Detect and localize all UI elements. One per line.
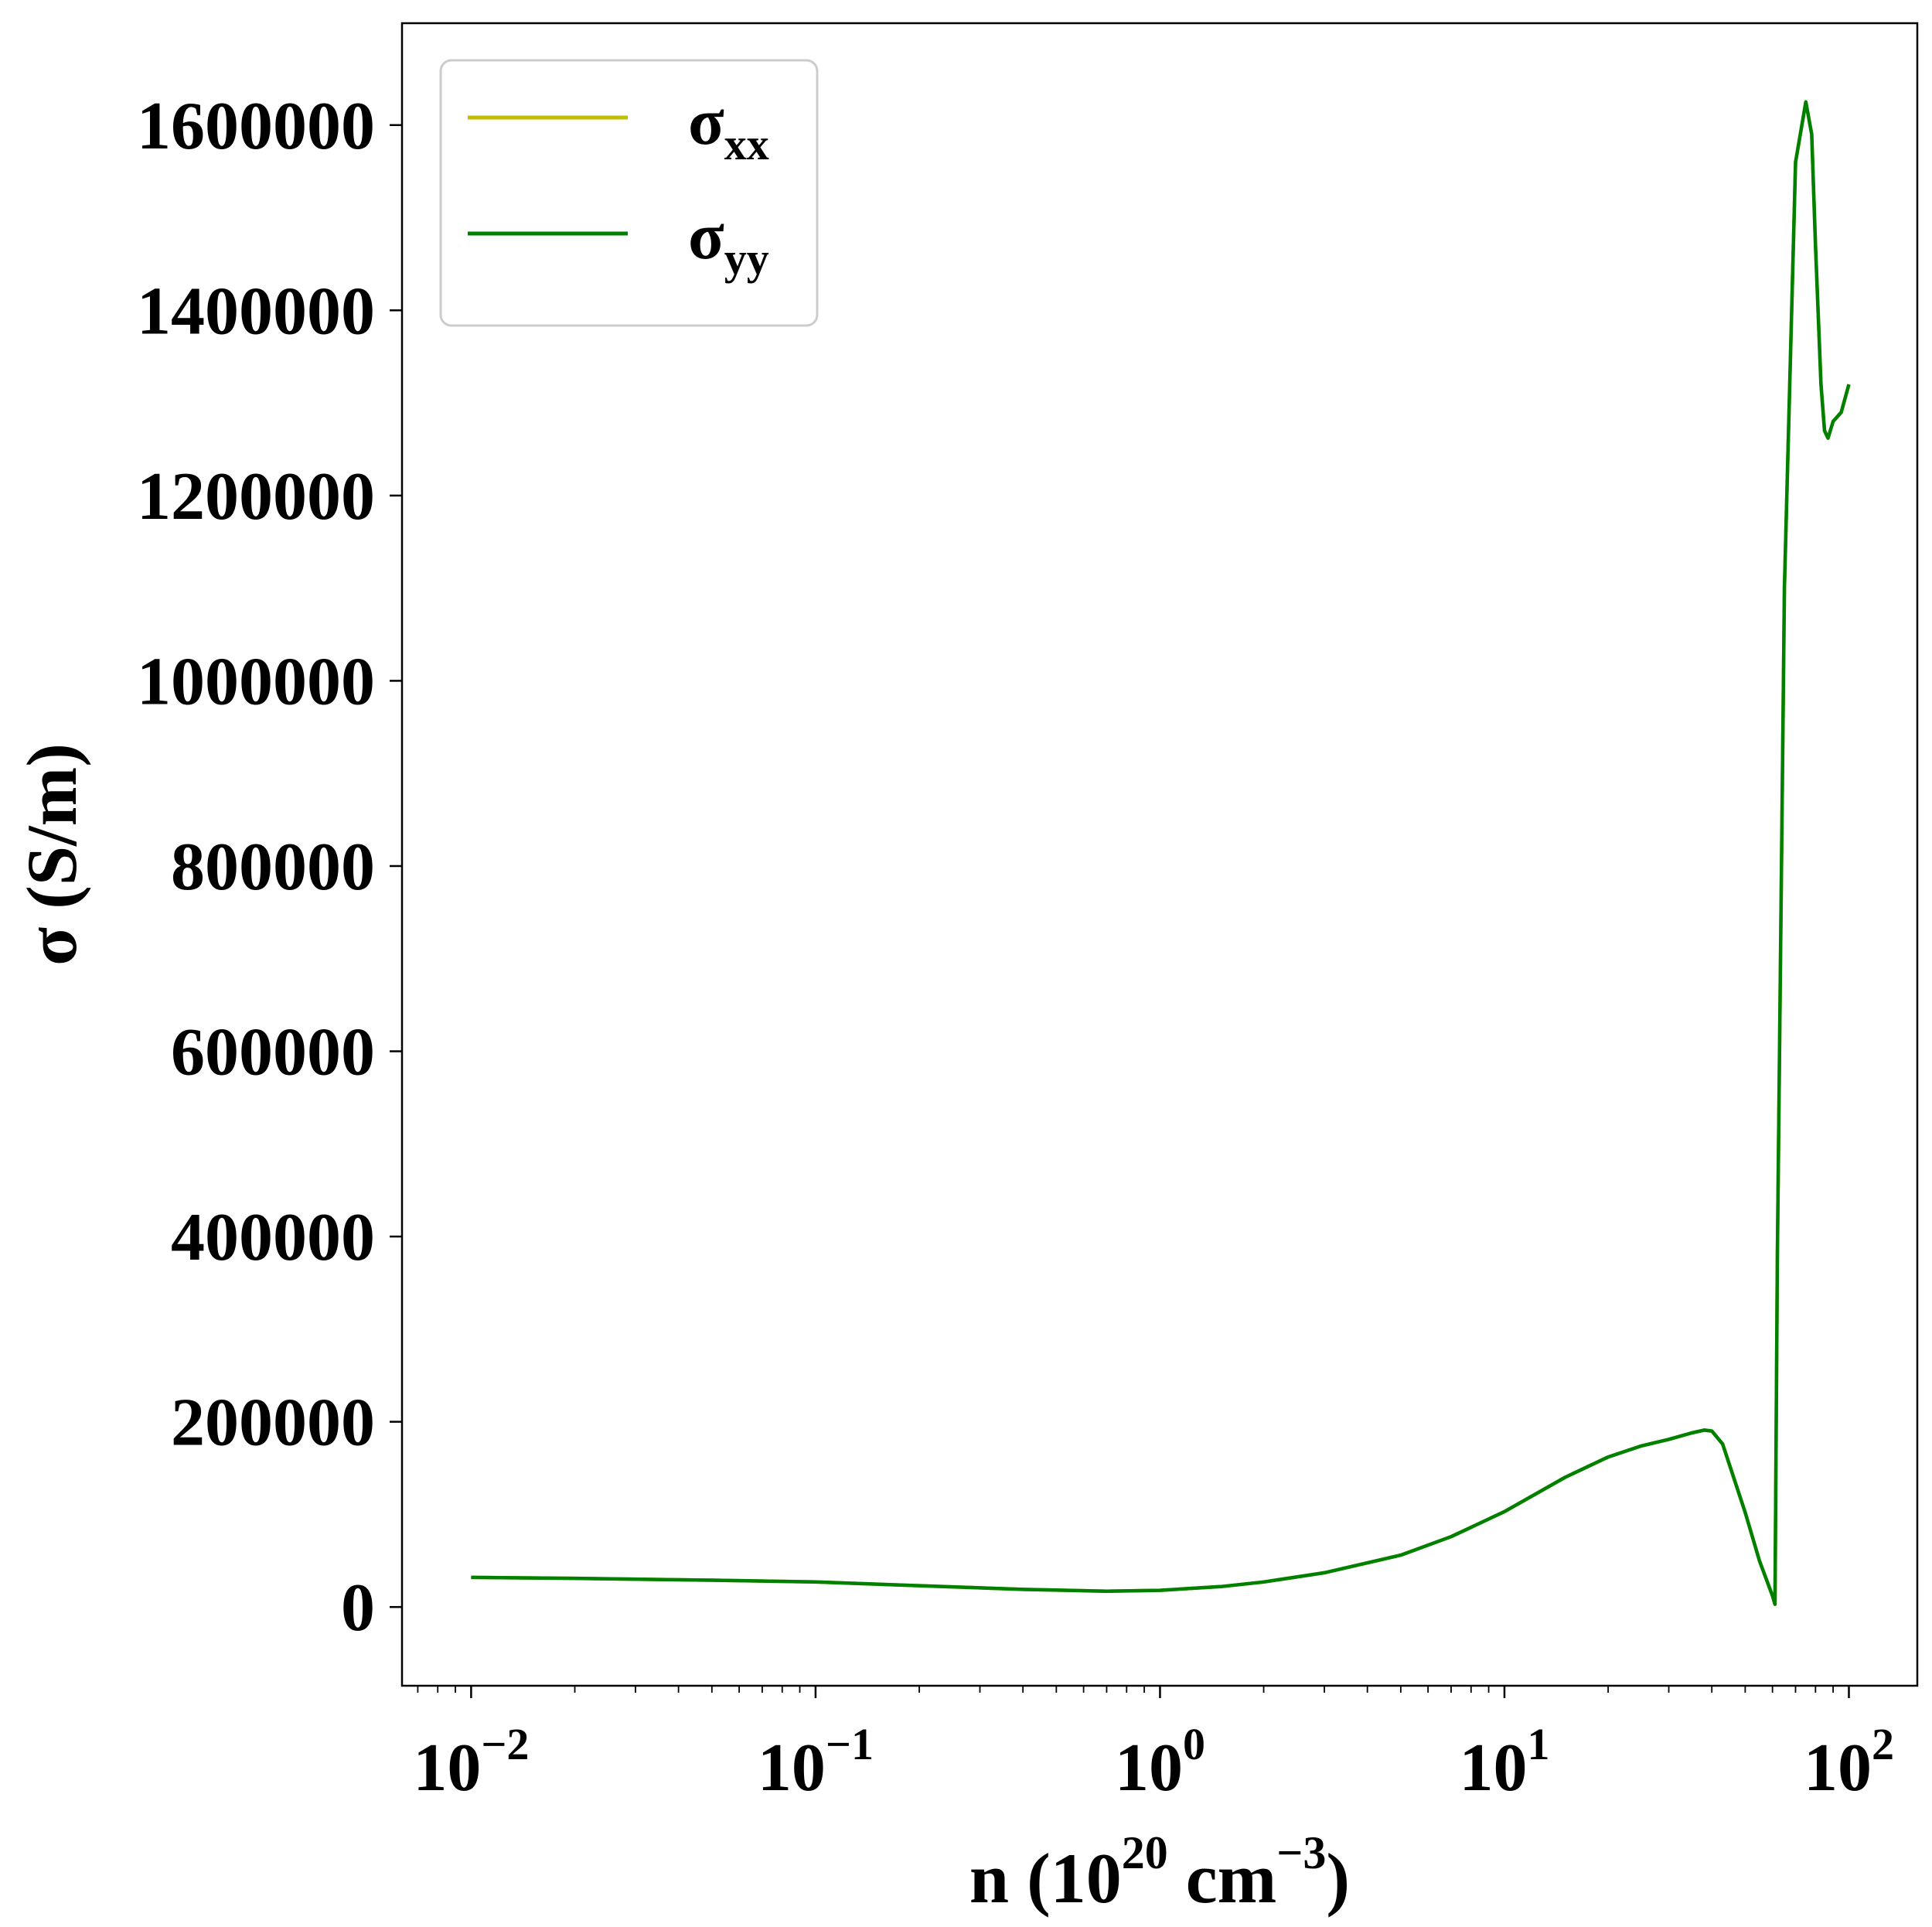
x-axis-title-mid: cm xyxy=(1168,1839,1276,1918)
y-tick-label-0: 0 xyxy=(341,1571,375,1646)
x-axis-title-exp1: 20 xyxy=(1122,1827,1168,1878)
x-tick-label-exp: 2 xyxy=(1872,1719,1894,1769)
legend-label-yy-name: σ xyxy=(688,199,724,273)
legend: σxx σyy xyxy=(439,59,819,327)
x-tick-label-base: 10 xyxy=(758,1731,826,1806)
y-tick-label-7: 1400000 xyxy=(137,274,375,349)
x-axis-title: n (1020 cm−3) xyxy=(969,1827,1350,1918)
x-axis-title-base: n (10 xyxy=(969,1839,1122,1918)
y-tick-label-2: 400000 xyxy=(171,1200,375,1275)
x-tick-label-exp: 1 xyxy=(1527,1719,1549,1769)
y-tick-label-1: 200000 xyxy=(171,1386,375,1461)
x-tick-label-1: 10−1 xyxy=(758,1719,874,1806)
y-axis-title: σ (S/m) xyxy=(12,743,91,966)
x-axis: 10−2 10−1 100 101 102 xyxy=(413,1686,1894,1806)
y-tick-label-6: 1200000 xyxy=(137,459,375,534)
y-tick-label-4: 800000 xyxy=(171,830,375,905)
x-tick-label-3: 101 xyxy=(1459,1719,1549,1806)
x-tick-label-2: 100 xyxy=(1115,1719,1205,1806)
x-tick-label-base: 10 xyxy=(1459,1731,1527,1806)
legend-label-xx: σxx xyxy=(688,84,769,169)
x-tick-label-base: 10 xyxy=(1804,1731,1872,1806)
x-tick-label-exp: −2 xyxy=(481,1719,529,1769)
y-axis: 0 200000 400000 600000 800000 1000000 1200000 1… xyxy=(137,89,402,1646)
y-tick-label-8: 1600000 xyxy=(137,89,375,164)
legend-label-xx-sub: xx xyxy=(724,119,769,169)
legend-label-xx-name: σ xyxy=(688,84,724,159)
legend-label-yy: σyy xyxy=(688,199,769,284)
x-axis-title-end: ) xyxy=(1326,1839,1350,1918)
x-tick-label-exp: 0 xyxy=(1183,1719,1205,1769)
y-tick-label-5: 1000000 xyxy=(137,644,375,719)
legend-box xyxy=(439,59,819,327)
legend-label-yy-sub: yy xyxy=(724,234,769,284)
x-tick-label-0: 10−2 xyxy=(413,1719,529,1806)
x-tick-label-4: 102 xyxy=(1804,1719,1894,1806)
series-line-yy xyxy=(471,100,1851,1606)
x-axis-title-exp2: −3 xyxy=(1276,1827,1326,1878)
y-tick-label-3: 600000 xyxy=(171,1015,375,1090)
x-tick-label-base: 10 xyxy=(413,1731,481,1806)
series-layer xyxy=(471,100,1851,1606)
x-tick-label-base: 10 xyxy=(1115,1731,1183,1806)
x-tick-label-exp: −1 xyxy=(826,1719,874,1769)
